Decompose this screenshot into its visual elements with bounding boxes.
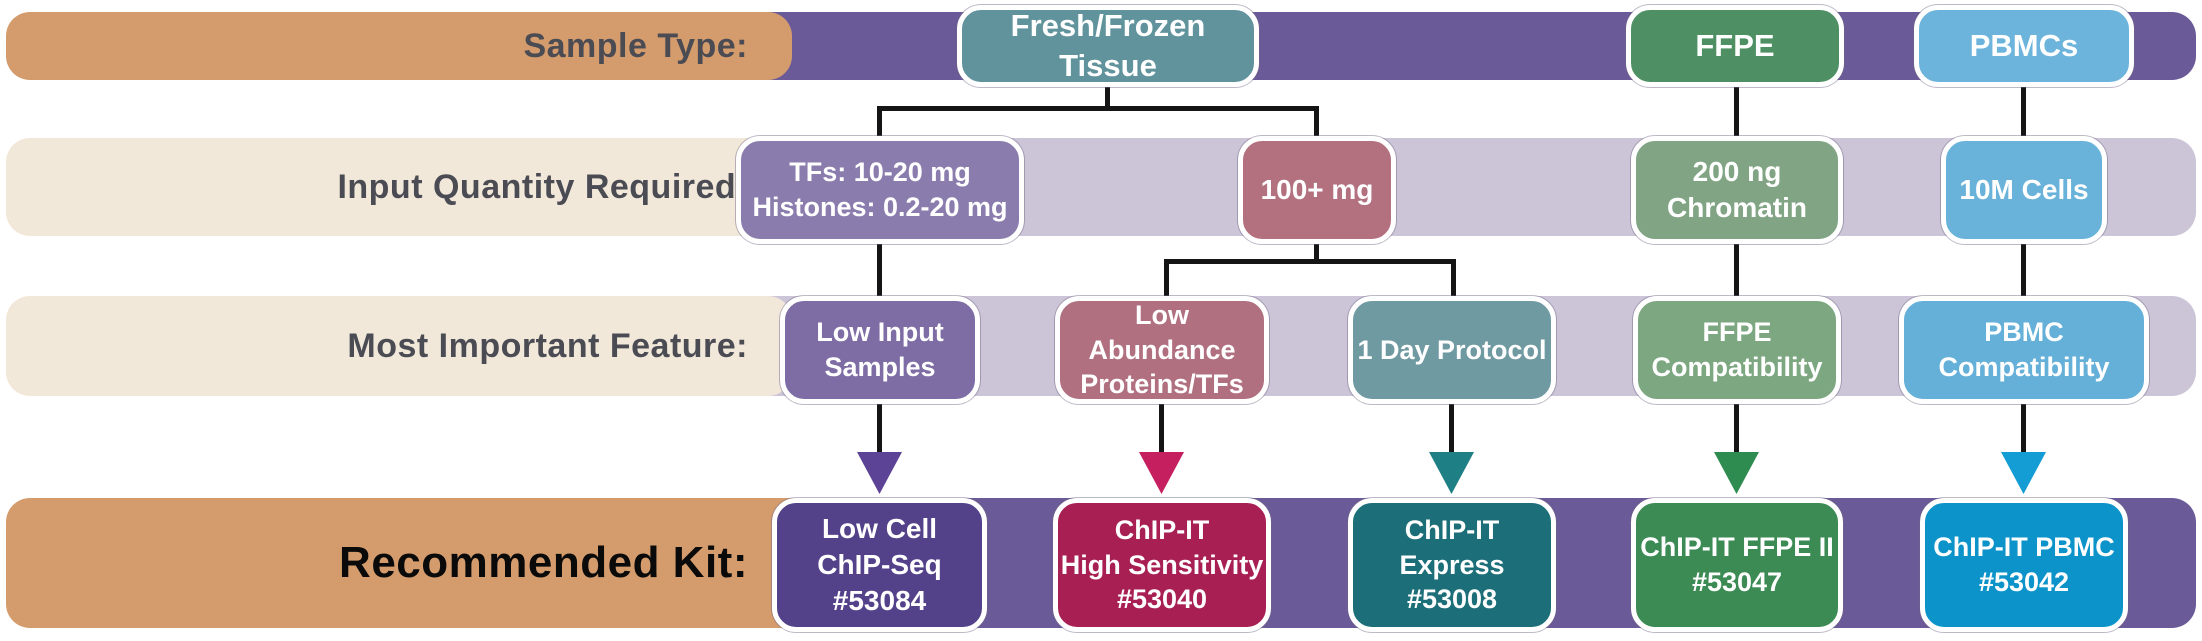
low-input-line: Low Input: [816, 317, 944, 348]
connector-10m-to-pbmc-compat: [2021, 240, 2026, 298]
box-ffpe: FFPE: [1626, 5, 1844, 87]
arrow-stem-express: [1449, 402, 1454, 455]
10m-cells-text: 10M Cells: [1959, 174, 2089, 206]
kit1-catalog-number: #53084: [832, 584, 927, 616]
box-kit-express: ChIP-IT Express #53008: [1348, 498, 1556, 632]
samples-line: Samples: [824, 352, 936, 382]
kit2-line2: High Sensitivity: [1060, 549, 1264, 580]
box-100mg: 100+ mg: [1238, 136, 1396, 244]
ffpe-compat-line: FFPE: [1702, 317, 1772, 348]
box-pbmc-compatibility: PBMC Compatibility: [1899, 296, 2149, 404]
ffpe-text: FFPE: [1695, 28, 1775, 64]
connector-200ng-to-ffpe-compat: [1734, 240, 1739, 298]
kit4-catalog-number: #53047: [1691, 567, 1783, 597]
connector-branch-to-low-abundance: [1164, 259, 1169, 298]
connector-pbmcs-to-10m: [2021, 84, 2026, 140]
arrow-stem-pbmc: [2021, 402, 2026, 455]
fresh-frozen-text: Fresh/Frozen Tissue: [1010, 8, 1206, 83]
row-label-recommended-kit: Recommended Kit:: [6, 498, 880, 628]
pbmc-compat-line: PBMC: [1984, 317, 2064, 348]
proteins-tfs-line: Proteins/TFs: [1080, 369, 1244, 400]
connector-100mg-branch: [1164, 259, 1456, 264]
recommended-kit-label: Recommended Kit:: [339, 538, 748, 587]
kit1-line2: ChIP-Seq: [817, 549, 942, 581]
arrow-head-ffpe-ii-icon: [1714, 452, 1759, 494]
connector-tfs-to-low-input: [877, 240, 882, 298]
box-kit-high-sensitivity: ChIP-IT High Sensitivity #53040: [1053, 498, 1271, 632]
connector-fresh-frozen-branch: [877, 106, 1319, 111]
sample-type-label: Sample Type:: [523, 26, 748, 65]
row-label-sample-type: Sample Type:: [6, 12, 792, 80]
box-10m-cells: 10M Cells: [1941, 136, 2107, 244]
connector-branch-to-tfs: [877, 106, 882, 140]
box-pbmcs: PBMCs: [1914, 5, 2134, 87]
kit5-catalog-number: #53042: [1978, 567, 2070, 597]
arrow-stem-ffpe-ii: [1734, 402, 1739, 455]
box-kit-low-cell-chip-seq: Low Cell ChIP-Seq #53084: [772, 498, 987, 632]
kit3-catalog-number: #53008: [1406, 584, 1498, 615]
input-quantity-label: Input Quantity Required:: [337, 167, 748, 206]
box-kit-pbmc: ChIP-IT PBMC #53042: [1920, 498, 2128, 632]
box-fresh-frozen-tissue: Fresh/Frozen Tissue: [957, 5, 1259, 87]
tfs-line: TFs: 10-20 mg: [789, 157, 971, 188]
histones-line: Histones: 0.2-20 mg: [752, 192, 1008, 222]
connector-fresh-frozen-stem: [1105, 84, 1110, 111]
kit1-line1: Low Cell: [821, 513, 938, 545]
connector-100mg-stem: [1314, 240, 1319, 262]
arrow-stem-high-sensitivity: [1159, 402, 1164, 455]
kit2-line1: ChIP-IT: [1114, 515, 1210, 546]
box-ffpe-compatibility: FFPE Compatibility: [1633, 296, 1841, 404]
box-low-input-samples: Low Input Samples: [780, 296, 980, 404]
connector-branch-to-1day: [1451, 259, 1456, 298]
box-low-abundance: Low Abundance Proteins/TFs: [1055, 296, 1269, 404]
kit4-line1: ChIP-IT FFPE II: [1640, 532, 1834, 563]
arrow-stem-low-cell: [877, 402, 882, 455]
arrow-head-low-cell-icon: [857, 452, 902, 494]
200ng-line: 200 ng: [1692, 156, 1782, 188]
kit2-catalog-number: #53040: [1116, 584, 1208, 615]
row-label-input-quantity: Input Quantity Required:: [6, 138, 792, 236]
box-200ng-chromatin: 200 ng Chromatin: [1631, 136, 1843, 244]
1-day-protocol-text: 1 Day Protocol: [1357, 334, 1547, 365]
ffpe-compat-line2: Compatibility: [1651, 352, 1823, 382]
box-1-day-protocol: 1 Day Protocol: [1348, 296, 1556, 404]
box-tfs-histones: TFs: 10-20 mg Histones: 0.2-20 mg: [736, 136, 1024, 244]
row-label-important-feature: Most Important Feature:: [6, 296, 792, 396]
chromatin-line: Chromatin: [1667, 192, 1807, 223]
pbmcs-text: PBMCs: [1969, 28, 2079, 64]
box-kit-ffpe-ii: ChIP-IT FFPE II #53047: [1631, 498, 1843, 632]
arrow-head-high-sensitivity-icon: [1139, 452, 1184, 494]
connector-ffpe-to-200ng: [1734, 84, 1739, 140]
kit5-line1: ChIP-IT PBMC: [1933, 532, 2115, 563]
important-feature-label: Most Important Feature:: [347, 326, 748, 365]
100mg-text: 100+ mg: [1260, 174, 1374, 206]
arrow-head-express-icon: [1429, 452, 1474, 494]
kit3-line1: ChIP-IT Express: [1399, 515, 1505, 580]
pbmc-compat-line2: Compatibility: [1938, 352, 2110, 382]
arrow-head-pbmc-icon: [2001, 452, 2046, 494]
low-abundance-line: Low Abundance: [1088, 300, 1236, 365]
connector-branch-to-100mg: [1314, 106, 1319, 140]
